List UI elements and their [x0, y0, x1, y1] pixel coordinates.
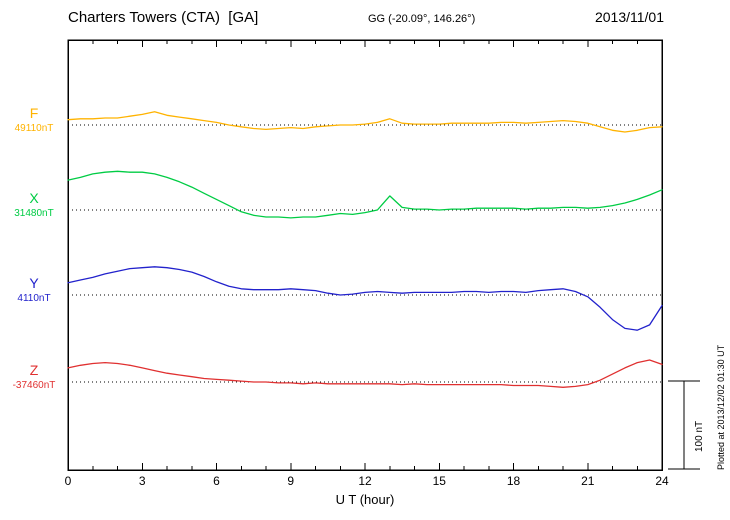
series-label-f: F 49110nT — [4, 106, 64, 134]
series-baseline-y: 4110nT — [17, 293, 51, 304]
x-tick-label: 9 — [287, 474, 295, 488]
scale-bar-label: 100 nT — [694, 420, 705, 452]
series-baseline-f: 49110nT — [14, 123, 54, 134]
series-baseline-x: 31480nT — [14, 208, 54, 219]
x-tick-label: 15 — [432, 474, 446, 488]
plot-date: 2013/11/01 — [594, 9, 664, 25]
series-label-y: Y 4110nT — [4, 276, 64, 304]
station-title: Charters Towers (CTA) [GA] — [68, 9, 259, 26]
x-tick-label: 0 — [64, 474, 72, 488]
x-tick-label: 18 — [506, 474, 521, 488]
series-name-z: Z — [29, 362, 39, 378]
x-tick-label: 21 — [581, 474, 595, 488]
series-name-f: F — [29, 105, 39, 121]
plotted-at-note: Plotted at 2013/12/02 01:30 UT — [716, 344, 726, 470]
series-name-x: X — [29, 190, 39, 206]
x-axis-label: U T (hour) — [335, 492, 395, 507]
observatory-coordinates: GG (-20.09°, 146.26°) — [368, 13, 476, 25]
x-tick-label: 3 — [138, 474, 146, 488]
x-tick-label: 6 — [213, 474, 220, 488]
series-baseline-z: -37460nT — [12, 380, 56, 391]
series-name-y: Y — [29, 275, 39, 291]
series-label-z: Z -37460nT — [4, 363, 64, 391]
x-tick-label: 24 — [655, 474, 669, 488]
series-label-x: X 31480nT — [4, 191, 64, 219]
x-tick-label: 12 — [358, 474, 372, 488]
